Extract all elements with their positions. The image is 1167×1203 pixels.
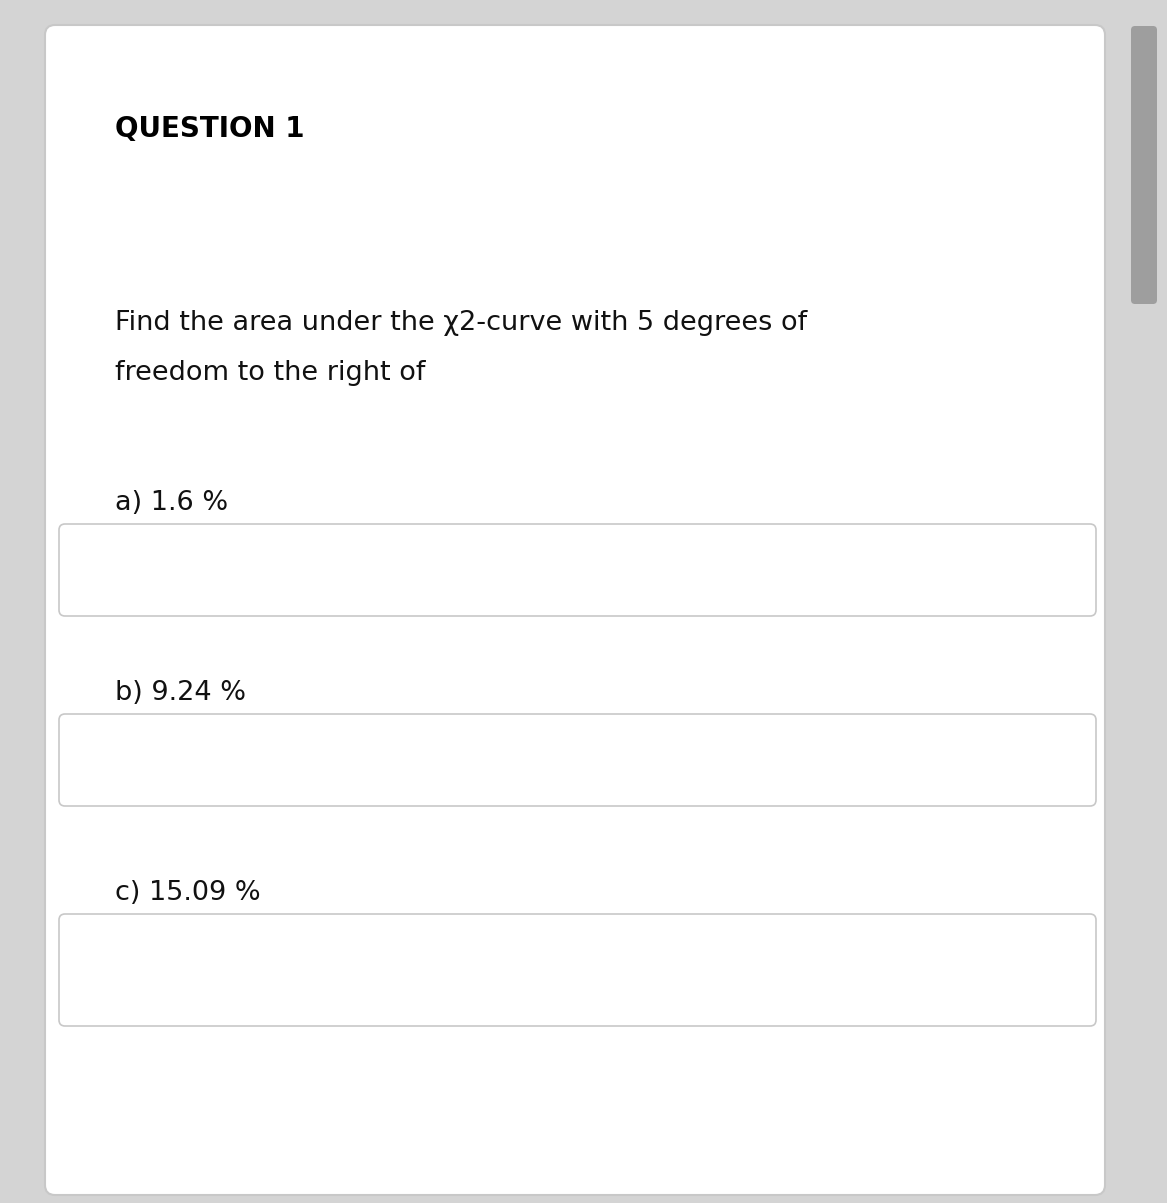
Text: a) 1.6 %: a) 1.6 %	[116, 490, 228, 516]
FancyBboxPatch shape	[60, 525, 1096, 616]
FancyBboxPatch shape	[1131, 26, 1156, 304]
Text: freedom to the right of: freedom to the right of	[116, 360, 426, 386]
FancyBboxPatch shape	[46, 25, 1105, 1195]
Text: b) 9.24 %: b) 9.24 %	[116, 680, 246, 706]
Text: QUESTION 1: QUESTION 1	[116, 115, 305, 143]
FancyBboxPatch shape	[60, 914, 1096, 1026]
Text: Find the area under the χ2-curve with 5 degrees of: Find the area under the χ2-curve with 5 …	[116, 310, 808, 336]
Text: c) 15.09 %: c) 15.09 %	[116, 881, 260, 906]
FancyBboxPatch shape	[60, 715, 1096, 806]
